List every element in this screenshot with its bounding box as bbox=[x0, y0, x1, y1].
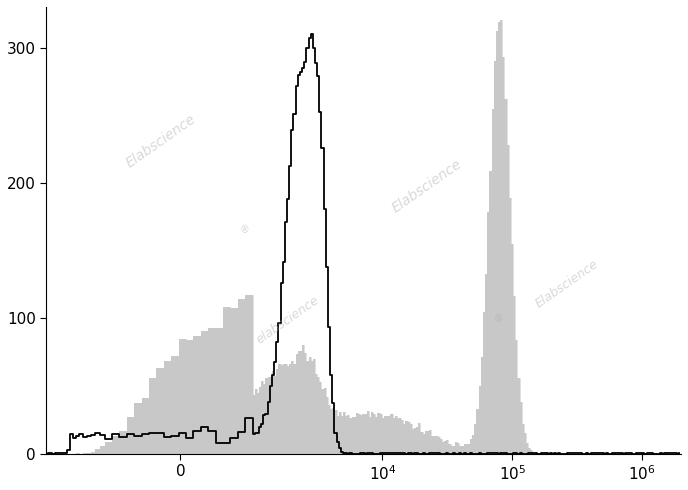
Text: Elabscience: Elabscience bbox=[389, 156, 465, 215]
Text: elabscience: elabscience bbox=[254, 294, 321, 346]
Text: Elabscience: Elabscience bbox=[123, 112, 198, 171]
Text: ®: ® bbox=[240, 225, 250, 235]
Text: Elabscience: Elabscience bbox=[533, 258, 601, 311]
Text: ®: ® bbox=[494, 314, 504, 324]
